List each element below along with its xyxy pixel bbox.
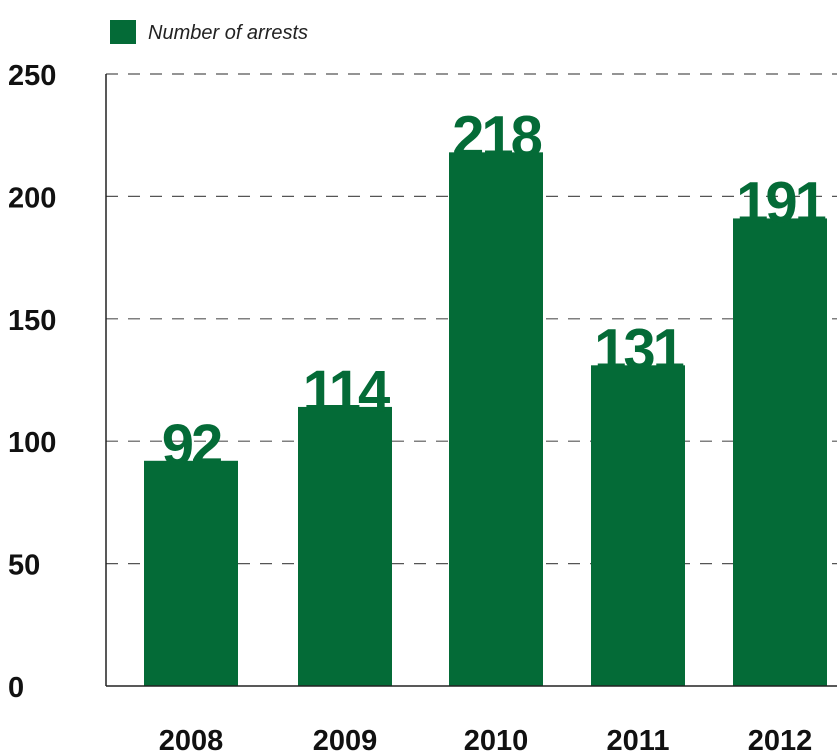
y-axis-ticks: 0 50 100 150 200 250 xyxy=(8,60,56,704)
y-tick-label: 250 xyxy=(8,60,56,92)
bars xyxy=(144,152,827,686)
bar-2010 xyxy=(449,152,543,686)
y-tick-label: 200 xyxy=(8,182,56,214)
y-tick-label: 0 xyxy=(8,672,24,704)
data-label-2010: 218 xyxy=(452,104,542,169)
x-tick-label: 2012 xyxy=(748,725,813,756)
y-tick-label: 50 xyxy=(8,550,40,582)
legend-swatch xyxy=(110,20,136,44)
data-label-2011: 131 xyxy=(594,317,684,382)
data-label-2009: 114 xyxy=(303,359,390,424)
x-tick-label: 2010 xyxy=(464,725,529,756)
data-label-2008: 92 xyxy=(162,413,221,478)
x-tick-label: 2011 xyxy=(607,725,670,756)
legend-label: Number of arrests xyxy=(148,22,308,44)
data-labels: 92 114 218 131 191 xyxy=(162,104,829,478)
data-label-2012: 191 xyxy=(736,170,826,235)
bar-2012 xyxy=(733,218,827,686)
y-tick-label: 150 xyxy=(8,305,56,337)
bar-2008 xyxy=(144,460,238,686)
x-tick-label: 2008 xyxy=(159,725,224,756)
y-tick-label: 100 xyxy=(8,427,56,459)
x-axis-labels: 2008 2009 2010 2011 2012 xyxy=(159,725,813,756)
bar-2011 xyxy=(591,365,685,686)
x-tick-label: 2009 xyxy=(313,725,378,756)
bar-2009 xyxy=(298,406,392,686)
legend: Number of arrests xyxy=(110,20,308,44)
